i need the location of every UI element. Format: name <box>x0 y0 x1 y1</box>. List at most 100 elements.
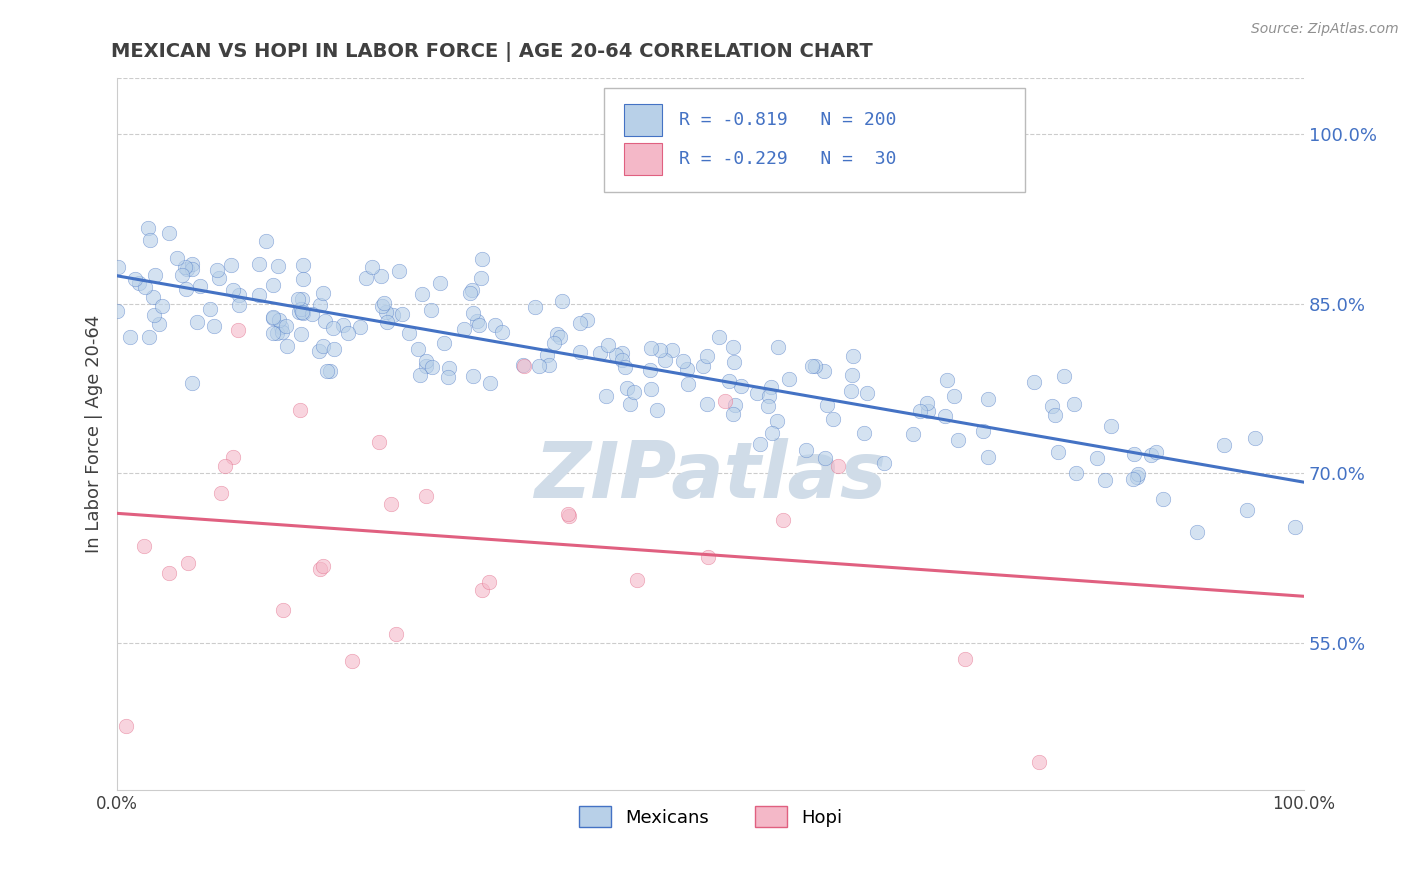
Point <box>209 486 232 500</box>
Text: R = -0.229   N =  30: R = -0.229 N = 30 <box>679 150 896 169</box>
Point <box>463 306 485 320</box>
Point <box>124 272 146 286</box>
Point <box>380 497 402 511</box>
Point <box>292 259 315 273</box>
Point <box>159 566 181 580</box>
Point <box>138 220 160 235</box>
Point <box>287 293 309 307</box>
Point <box>676 376 699 391</box>
Point <box>270 320 292 334</box>
Point <box>723 355 745 369</box>
Point <box>150 299 173 313</box>
Point <box>596 338 619 352</box>
Point <box>827 458 849 473</box>
Point <box>721 407 744 421</box>
Point <box>610 353 633 368</box>
Point <box>568 345 591 359</box>
Point <box>228 288 250 302</box>
Point <box>478 376 501 391</box>
Point <box>1022 375 1045 389</box>
Point <box>290 292 312 306</box>
Point <box>467 318 489 333</box>
Point <box>1094 473 1116 487</box>
Point <box>262 310 284 324</box>
Point <box>723 340 745 354</box>
Point <box>205 263 228 277</box>
FancyBboxPatch shape <box>603 88 1025 192</box>
Point <box>316 363 339 377</box>
Point <box>1101 419 1123 434</box>
Point <box>263 311 285 326</box>
Point <box>814 451 837 466</box>
Point <box>696 550 718 565</box>
Point <box>1126 469 1149 483</box>
Point <box>1087 450 1109 465</box>
Point <box>640 341 662 355</box>
Point <box>1244 431 1267 445</box>
Point <box>409 368 432 382</box>
Point <box>856 385 879 400</box>
Point <box>301 307 323 321</box>
Point <box>336 326 359 340</box>
Point <box>308 343 330 358</box>
Point <box>756 399 779 413</box>
Point <box>138 330 160 344</box>
Point <box>626 573 648 587</box>
Point <box>271 603 294 617</box>
Point <box>157 226 180 240</box>
Point <box>181 376 204 391</box>
Point <box>247 288 270 302</box>
Point <box>589 345 612 359</box>
Point <box>228 298 250 312</box>
Point <box>527 359 550 374</box>
Point <box>373 296 395 310</box>
Point <box>222 283 245 297</box>
Point <box>323 342 346 356</box>
Point <box>276 318 298 333</box>
Point <box>717 374 740 388</box>
Point <box>484 318 506 333</box>
Point <box>672 354 695 368</box>
Point <box>1284 519 1306 533</box>
Point <box>977 450 1000 465</box>
Point <box>247 257 270 271</box>
Point <box>411 286 433 301</box>
Point <box>766 340 789 354</box>
Point <box>1043 408 1066 422</box>
Point <box>349 320 371 334</box>
Point <box>269 313 291 327</box>
Point <box>319 364 342 378</box>
Point <box>623 385 645 400</box>
Point <box>772 513 794 527</box>
Point <box>381 308 404 322</box>
Point <box>1028 755 1050 769</box>
Point <box>254 234 277 248</box>
Point <box>1213 438 1236 452</box>
Point <box>745 386 768 401</box>
Point <box>696 349 718 363</box>
Point <box>804 359 827 373</box>
Point <box>202 318 225 333</box>
Point <box>936 373 959 387</box>
Point <box>437 361 460 376</box>
Point <box>180 257 202 271</box>
Point <box>148 317 170 331</box>
Point <box>794 442 817 457</box>
Point <box>692 359 714 374</box>
Point <box>873 456 896 470</box>
Point <box>290 302 312 317</box>
Point <box>471 252 494 266</box>
Point <box>576 313 599 327</box>
Y-axis label: In Labor Force | Age 20-64: In Labor Force | Age 20-64 <box>86 315 103 553</box>
Text: ZIPatlas: ZIPatlas <box>534 439 887 515</box>
Point <box>367 435 389 450</box>
Point <box>1126 467 1149 482</box>
Point <box>291 272 314 286</box>
Point <box>314 314 336 328</box>
Point <box>371 299 394 313</box>
Point <box>759 380 782 394</box>
Point <box>908 404 931 418</box>
Point <box>730 379 752 393</box>
Point <box>433 336 456 351</box>
Point <box>1144 445 1167 459</box>
